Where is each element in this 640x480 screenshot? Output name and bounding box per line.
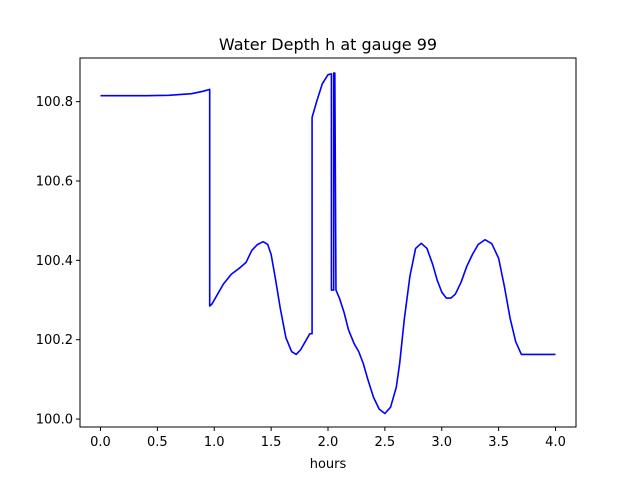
y-axis-ticks: 100.0 100.2 100.4 100.6 100.8 <box>36 95 80 428</box>
y-tick-label: 100.2 <box>36 333 73 348</box>
x-tick-label: 4.0 <box>545 435 566 450</box>
x-axis-label: hours <box>310 457 347 472</box>
x-axis-ticks: 0.0 0.5 1.0 1.5 2.0 2.5 3.0 3.5 4.0 <box>90 427 566 450</box>
x-tick-label: 2.0 <box>318 435 339 450</box>
x-tick-label: 3.5 <box>488 435 509 450</box>
y-tick-label: 100.8 <box>36 95 73 110</box>
x-tick-label: 1.0 <box>204 435 225 450</box>
x-tick-label: 0.0 <box>90 435 111 450</box>
series-line <box>100 72 556 415</box>
x-tick-label: 0.5 <box>147 435 168 450</box>
x-tick-label: 2.5 <box>375 435 396 450</box>
plot-frame <box>79 57 577 428</box>
y-tick-label: 100.6 <box>36 175 73 190</box>
x-tick-label: 3.0 <box>431 435 452 450</box>
chart-title: Water Depth h at gauge 99 <box>219 35 437 54</box>
y-tick-label: 100.0 <box>36 413 73 428</box>
series-layer <box>100 72 556 415</box>
x-tick-label: 1.5 <box>261 435 282 450</box>
y-tick-label: 100.4 <box>36 254 73 269</box>
